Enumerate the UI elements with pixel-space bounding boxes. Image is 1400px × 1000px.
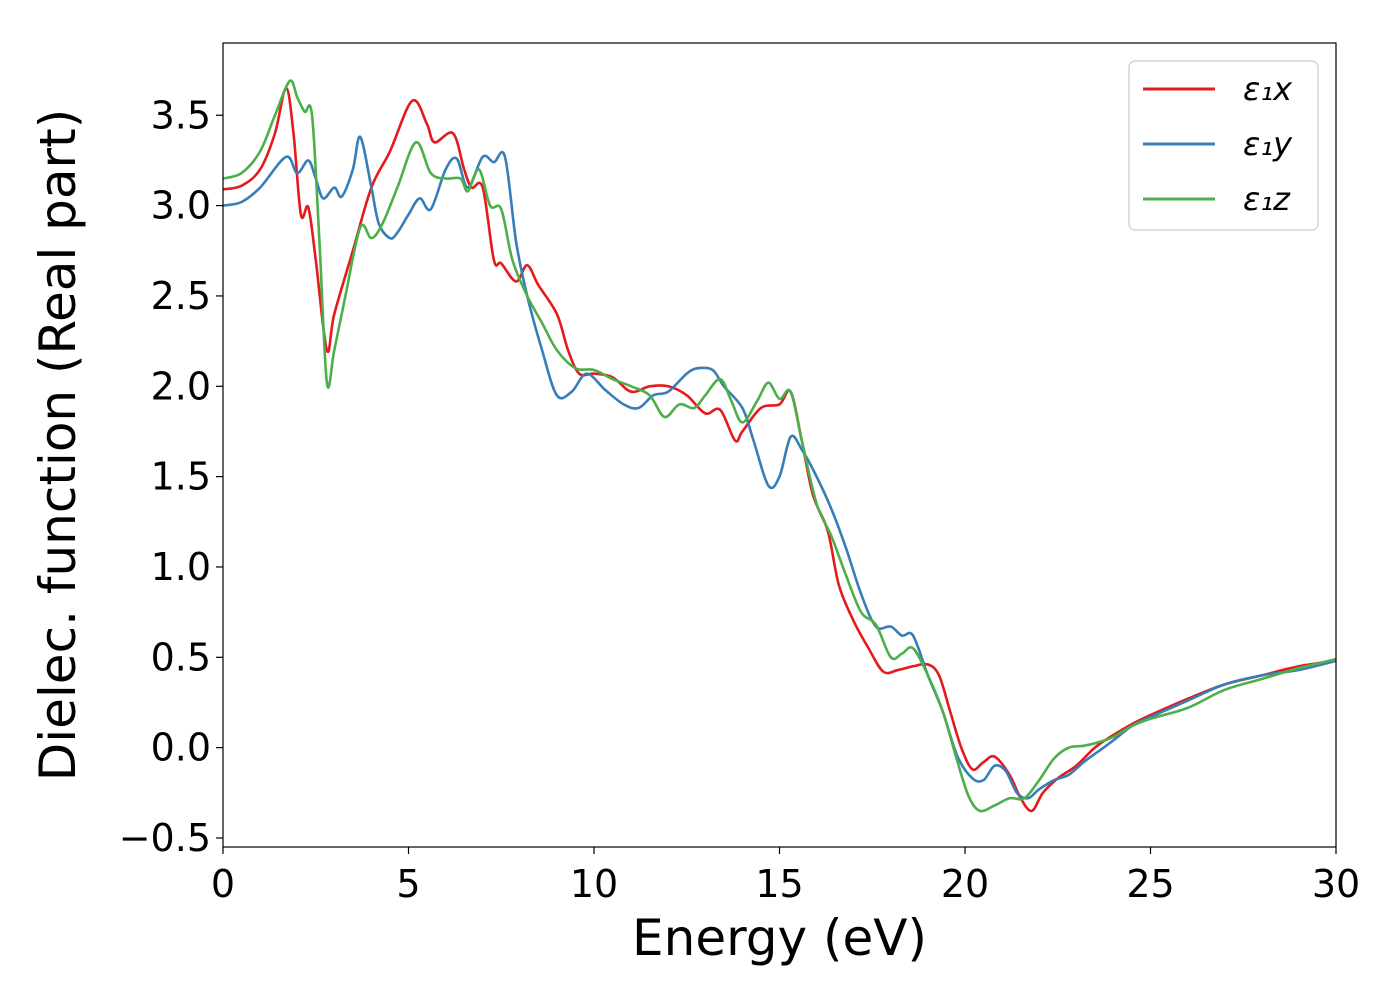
x-axis-ticks: 0 5 10 15 20 25 30 <box>211 847 1360 906</box>
x-tick-label: 10 <box>570 862 618 906</box>
x-tick-label: 5 <box>396 862 420 906</box>
x-tick-label: 15 <box>755 862 803 906</box>
legend-label-3: ε₁z <box>1243 180 1291 218</box>
y-tick-label: 3.0 <box>151 184 211 228</box>
y-tick-label: 3.5 <box>151 93 211 137</box>
y-axis-ticks: −0.5 0.0 0.5 1.0 1.5 2.0 2.5 3.0 3.5 <box>119 93 223 860</box>
legend: ε₁x ε₁y ε₁z <box>1128 60 1319 231</box>
x-axis-title: Energy (eV) <box>632 909 927 967</box>
x-tick-label: 20 <box>941 862 989 906</box>
legend-label-2: ε₁y <box>1243 125 1293 163</box>
x-tick-label: 0 <box>211 862 235 906</box>
y-tick-label: −0.5 <box>119 816 211 860</box>
y-tick-label: 2.0 <box>151 364 211 408</box>
x-tick-label: 25 <box>1126 862 1174 906</box>
y-tick-label: 1.0 <box>151 545 211 589</box>
x-tick-label: 30 <box>1312 862 1360 906</box>
series-line-3 <box>222 79 1337 813</box>
y-tick-label: 0.0 <box>151 726 211 770</box>
series-line-2 <box>222 135 1337 800</box>
y-tick-label: 0.5 <box>151 635 211 679</box>
series-layer <box>222 79 1337 813</box>
series-line-1 <box>222 86 1337 813</box>
legend-frame <box>1128 60 1319 231</box>
y-tick-label: 1.5 <box>151 455 211 499</box>
y-axis-title: Dielec. function (Real part) <box>29 109 87 781</box>
legend-label-1: ε₁x <box>1243 70 1293 108</box>
y-tick-label: 2.5 <box>151 274 211 318</box>
